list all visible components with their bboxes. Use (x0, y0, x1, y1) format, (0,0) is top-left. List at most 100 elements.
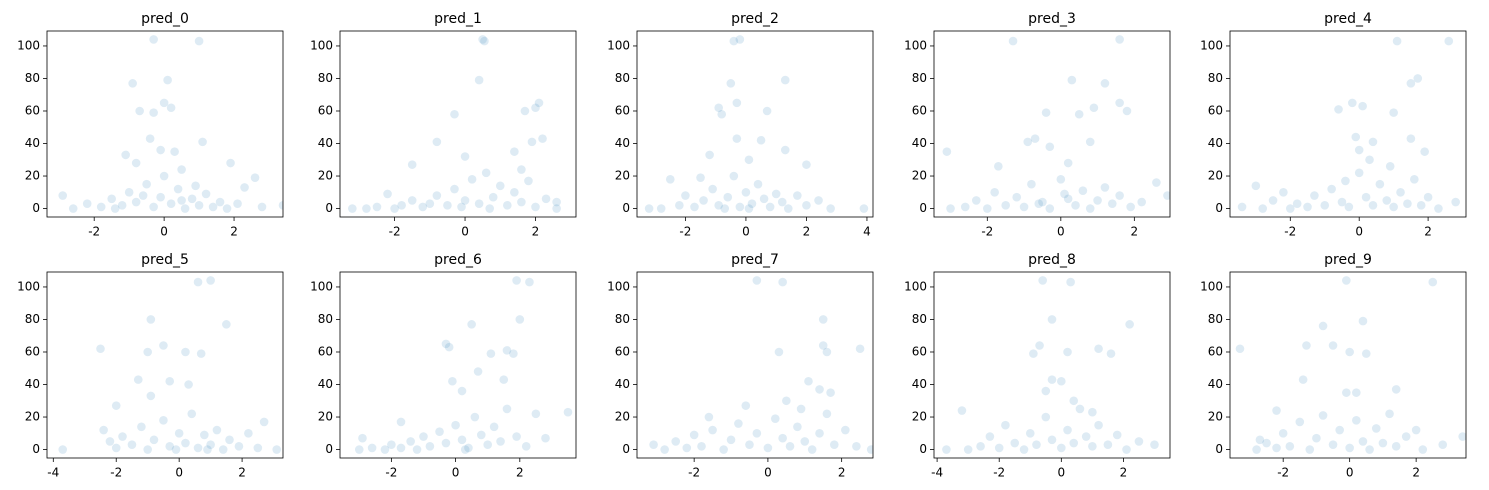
point (552, 197, 561, 207)
point (527, 137, 537, 147)
point (1310, 191, 1319, 200)
point (517, 165, 526, 174)
point (1392, 36, 1402, 46)
subplot: pred_5 0 20 40 60 80 100 -4 -2 0 2 (17, 252, 284, 480)
point (460, 445, 470, 454)
x-tick-label: 0 (764, 466, 772, 480)
points (1237, 36, 1460, 213)
point (212, 425, 222, 435)
point (473, 367, 483, 376)
point (96, 202, 106, 212)
point (107, 194, 116, 204)
x-tick-label: 0 (452, 466, 460, 480)
point (1416, 200, 1426, 210)
y-tick-label: 20 (318, 410, 333, 424)
point (187, 409, 197, 419)
axes-frame (636, 271, 874, 459)
y-tick-label: 60 (318, 103, 333, 117)
point (1411, 425, 1421, 435)
point (541, 194, 551, 204)
point (1063, 194, 1073, 204)
point (1352, 388, 1361, 397)
point (1045, 204, 1055, 213)
point (1069, 396, 1079, 406)
point (829, 440, 839, 449)
point (822, 409, 832, 419)
point (165, 441, 175, 451)
point (1088, 407, 1097, 417)
y-tick-label: 0 (32, 201, 40, 215)
point (708, 184, 717, 194)
point (467, 174, 477, 184)
subplot-title: pred_0 (141, 11, 189, 27)
point (166, 103, 176, 113)
point (1094, 344, 1103, 354)
point (1423, 192, 1433, 202)
point (383, 189, 392, 199)
point (1019, 202, 1029, 212)
point (1069, 438, 1079, 448)
y-tick-label: 0 (1215, 442, 1223, 456)
x-tick-label: 0 (1057, 466, 1065, 480)
point (159, 415, 168, 425)
point (1303, 202, 1312, 212)
point (963, 445, 973, 454)
point (660, 445, 669, 454)
point (1458, 432, 1466, 441)
point (1361, 349, 1371, 358)
point (1368, 137, 1378, 147)
point (714, 200, 723, 210)
point (1038, 276, 1047, 285)
point (1354, 168, 1364, 178)
x-tick-label: 0 (160, 225, 168, 239)
point (1088, 441, 1097, 451)
point (704, 412, 714, 422)
x-tick-label: -2 (981, 225, 993, 239)
point (656, 204, 666, 213)
point (807, 445, 817, 454)
y-tick-label: 100 (310, 38, 333, 52)
point (201, 189, 211, 199)
point (58, 445, 68, 454)
point (1389, 202, 1398, 212)
point (1428, 277, 1438, 287)
point (1438, 440, 1448, 449)
subplot: pred_9 0 20 40 60 80 100 -2 0 2 (1200, 252, 1467, 480)
point (1008, 36, 1018, 46)
point (815, 385, 824, 394)
point (1358, 437, 1368, 446)
point (138, 191, 148, 200)
point (159, 98, 169, 108)
point (159, 171, 169, 181)
point (208, 202, 218, 212)
point (852, 441, 861, 451)
point (855, 344, 865, 354)
y-tick-label: 0 (919, 442, 927, 456)
x-tick-label: -2 (88, 225, 100, 239)
point (163, 75, 172, 85)
point (1085, 204, 1095, 213)
x-tick-label: -4 (931, 466, 943, 480)
point (143, 347, 152, 357)
point (822, 347, 832, 357)
point (1075, 404, 1085, 414)
y-tick-label: 100 (1200, 279, 1223, 293)
point (1047, 315, 1057, 324)
point (118, 432, 127, 441)
x-tick-label: 0 (742, 225, 750, 239)
point (1071, 200, 1080, 210)
subplot-title: pred_2 (731, 11, 779, 27)
point (451, 420, 460, 430)
point (697, 441, 706, 451)
point (1302, 341, 1311, 350)
point (765, 202, 775, 212)
point (1318, 411, 1328, 420)
point (866, 445, 873, 454)
point (777, 197, 787, 207)
point (131, 158, 141, 168)
point (534, 98, 544, 108)
point (1406, 79, 1416, 88)
x-tick-label: 2 (532, 225, 540, 239)
point (752, 428, 762, 438)
point (771, 189, 781, 199)
